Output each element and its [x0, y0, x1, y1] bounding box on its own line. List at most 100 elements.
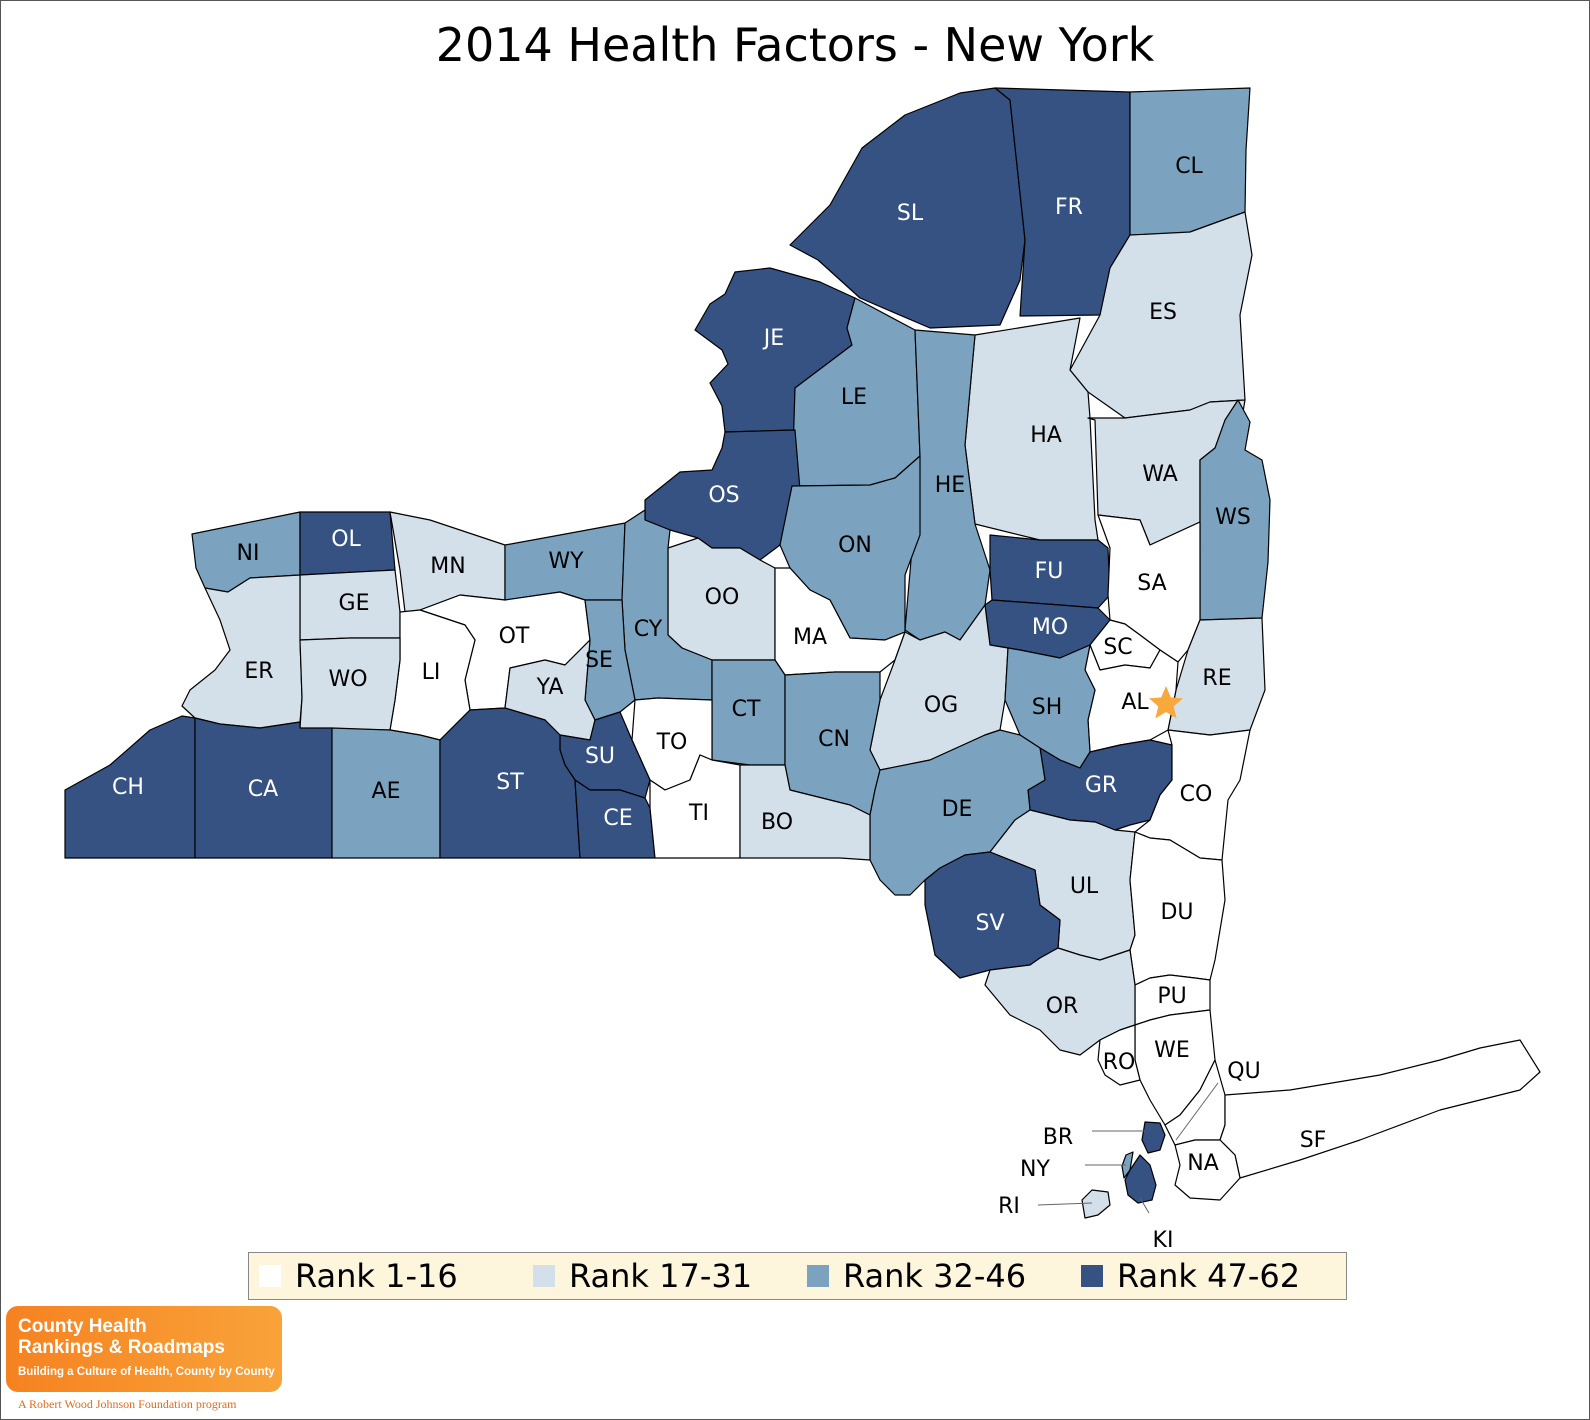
county-label-re: RE [1202, 666, 1231, 691]
county-label-li: LI [422, 660, 441, 685]
county-label-ct: CT [732, 697, 761, 722]
legend-item-rank-47-62: Rank 47-62 [1071, 1257, 1345, 1295]
county-label-na: NA [1187, 1151, 1219, 1176]
county-br [1141, 1121, 1166, 1154]
county-ce [574, 779, 656, 859]
county-label-se: SE [585, 648, 613, 673]
county-label-es: ES [1149, 300, 1177, 325]
county-label-fr: FR [1055, 195, 1083, 220]
county-label-su: SU [585, 744, 615, 769]
legend-label: Rank 17-31 [569, 1257, 753, 1295]
county-label-he: HE [935, 473, 965, 498]
county-label-le: LE [841, 385, 867, 410]
legend-item-rank-1-16: Rank 1-16 [249, 1257, 523, 1295]
county-label-er: ER [244, 659, 273, 684]
county-label-de: DE [942, 797, 973, 822]
county-ri [1081, 1189, 1111, 1219]
county-label-je: JE [762, 326, 784, 351]
county-label-ti: TI [688, 801, 709, 826]
county-sf [1219, 1039, 1541, 1179]
county-label-ws: WS [1215, 505, 1251, 530]
county-label-al: AL [1121, 690, 1149, 715]
county-label-ya: YA [536, 675, 564, 700]
legend-swatch [807, 1265, 829, 1287]
county-label-du: DU [1160, 900, 1193, 925]
county-label-ni: NI [237, 541, 260, 566]
county-label-pu: PU [1157, 984, 1186, 1009]
county-label-sh: SH [1032, 695, 1063, 720]
logo-line-2: Rankings & Roadmaps [18, 1337, 225, 1358]
county-ch [64, 715, 196, 859]
map-title: 2014 Health Factors - New York [435, 18, 1155, 72]
county-label-sf: SF [1300, 1128, 1327, 1153]
leader-line-ri [1037, 1202, 1093, 1206]
county-label-or: OR [1046, 994, 1079, 1019]
county-st [439, 707, 581, 859]
county-ro [1097, 1024, 1141, 1086]
county-label-ro: RO [1103, 1050, 1136, 1075]
legend-swatch [259, 1265, 281, 1287]
county-label-st: ST [496, 770, 524, 795]
county-label-on: ON [838, 533, 872, 558]
county-label-ch: CH [112, 775, 144, 800]
county-label-gr: GR [1085, 773, 1117, 798]
county-er [181, 574, 303, 729]
legend-item-rank-32-46: Rank 32-46 [797, 1257, 1071, 1295]
county-label-wo: WO [328, 667, 367, 692]
county-label-ol: OL [331, 527, 361, 552]
county-label-sa: SA [1137, 571, 1166, 596]
county-label-cn: CN [818, 727, 850, 752]
county-label-sc: SC [1103, 635, 1132, 660]
county-ca [194, 717, 333, 859]
county-label-ce: CE [603, 806, 632, 831]
county-label-bo: BO [761, 810, 793, 835]
county-na [1174, 1139, 1241, 1201]
county-label-ki: KI [1153, 1228, 1174, 1253]
logo-subtitle: A Robert Wood Johnson Foundation program [18, 1397, 237, 1411]
county-label-mo: MO [1032, 615, 1068, 640]
star-icon [1149, 686, 1183, 719]
county-label-cl: CL [1175, 154, 1203, 179]
county-label-qu: QU [1227, 1059, 1260, 1084]
county-ny [1121, 1151, 1134, 1179]
county-label-oo: OO [705, 585, 740, 610]
county-label-ny: NY [1020, 1157, 1050, 1182]
county-fu [989, 534, 1111, 609]
county-label-mn: MN [430, 554, 465, 579]
county-label-sv: SV [975, 911, 1004, 936]
county-health-rankings-logo: County Health Rankings & Roadmaps Buildi… [6, 1306, 282, 1392]
county-label-ot: OT [499, 624, 530, 649]
county-bo [739, 764, 871, 861]
county-label-we: WE [1154, 1038, 1190, 1063]
county-label-ul: UL [1070, 874, 1099, 899]
county-label-ri: RI [998, 1194, 1020, 1219]
county-label-ge: GE [339, 591, 370, 616]
legend-swatch [1081, 1265, 1103, 1287]
county-label-to: TO [656, 730, 688, 755]
legend: Rank 1-16 Rank 17-31 Rank 32-46 Rank 47-… [248, 1252, 1347, 1300]
county-label-ha: HA [1030, 423, 1062, 448]
county-ki [1124, 1154, 1157, 1204]
county-label-ae: AE [372, 779, 401, 804]
leader-line-ki [1139, 1197, 1150, 1214]
logo-line-1: County Health [18, 1316, 147, 1337]
county-label-wa: WA [1142, 462, 1178, 487]
county-label-ca: CA [248, 777, 278, 802]
county-label-os: OS [708, 483, 739, 508]
legend-label: Rank 1-16 [295, 1257, 458, 1295]
legend-item-rank-17-31: Rank 17-31 [523, 1257, 797, 1295]
county-label-sl: SL [897, 201, 924, 226]
county-label-wy: WY [548, 549, 584, 574]
county-ti [649, 754, 741, 859]
legend-label: Rank 47-62 [1117, 1257, 1301, 1295]
legend-label: Rank 32-46 [843, 1257, 1027, 1295]
leader-line-qu [1175, 1082, 1219, 1141]
county-label-cy: CY [634, 617, 663, 642]
county-label-fu: FU [1035, 559, 1064, 584]
county-label-ma: MA [793, 625, 827, 650]
county-wo [299, 637, 401, 731]
county-label-co: CO [1180, 782, 1213, 807]
legend-swatch [533, 1265, 555, 1287]
county-label-br: BR [1043, 1125, 1073, 1150]
